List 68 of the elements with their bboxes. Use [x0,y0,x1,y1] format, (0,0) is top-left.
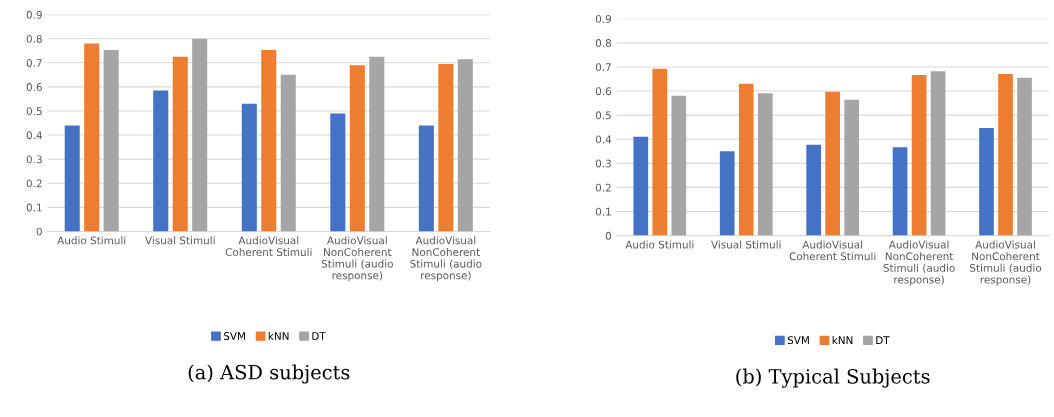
y-tick-label: 0.9 [26,10,42,19]
bar [892,147,908,236]
bar [738,83,754,236]
x-tick-label: Visual Stimuli [145,236,215,245]
y-tick-label: 0.6 [595,87,612,96]
y-tick-label: 0.5 [26,107,42,116]
y-tick-label: 0.4 [26,131,42,140]
bar [64,125,80,232]
y-tick-label: 0.7 [595,63,611,72]
y-tick-label: 0.6 [26,83,42,91]
bar [261,50,277,232]
legend-label: SVM [787,336,809,345]
y-tick-label: 0.4 [595,135,612,144]
x-tick-label: Visual Stimuli [711,240,781,249]
x-tick-label: AudioVisual NonCoherent Stimuli (audio response) [410,236,482,282]
bar [280,74,296,232]
y-tick-label: 0.3 [595,159,611,168]
y-tick-label: 0.1 [26,203,42,212]
y-tick-label: 0.1 [595,207,611,216]
y-tick-label: 0.9 [595,14,611,23]
y-tick-label: 0 [36,227,42,236]
bar [911,74,927,236]
bar [979,127,994,236]
x-tick-label: AudioVisual NonCoherent Stimuli (audio response) [321,236,393,282]
bar [418,125,434,232]
bar [349,65,365,232]
text: (b) Typical Subjects [736,368,930,388]
y-tick-label: 0 [605,231,612,240]
legend-label: SVM [223,332,245,340]
bar [671,95,687,236]
bar [806,144,821,236]
legend-label: kNN [832,336,853,344]
bar [998,73,1013,236]
bar [825,91,841,236]
bar [757,93,773,236]
y-tick-label: 0.8 [26,34,42,43]
legend-label: DT [876,336,890,344]
x-tick-label: Audio Stimuli [57,236,126,245]
bar [192,38,208,232]
bar [241,103,257,232]
bar [369,56,385,232]
y-tick-label: 0.2 [595,183,611,192]
legend-label: kNN [268,331,289,340]
bar [633,136,649,236]
bar [153,90,169,232]
bar [330,113,346,232]
bar [438,63,454,232]
bar [84,43,100,232]
y-tick-label: 0.7 [26,59,42,67]
y-tick-label: 0.2 [26,179,42,188]
bar [457,59,473,232]
bar [652,68,668,236]
legend-label: DT [312,332,326,340]
bar [1017,77,1032,236]
bar [103,50,119,232]
y-tick-label: 0.5 [595,111,611,120]
y-tick-label: 0.3 [26,155,42,164]
x-tick-label: AudioVisual Coherent Stimuli [789,240,876,261]
text: (a) ASD subjects [188,364,350,384]
x-tick-label: AudioVisual NonCoherent Stimuli (audio response) [883,240,955,286]
y-tick-label: 0.8 [595,39,612,47]
bar [719,151,735,236]
x-tick-label: AudioVisual Coherent Stimuli [225,236,312,257]
bar [172,56,188,232]
x-tick-label: Audio Stimuli [625,240,694,249]
bar [844,99,860,236]
x-tick-label: AudioVisual NonCoherent Stimuli (audio response) [970,240,1042,286]
bar [930,71,946,236]
